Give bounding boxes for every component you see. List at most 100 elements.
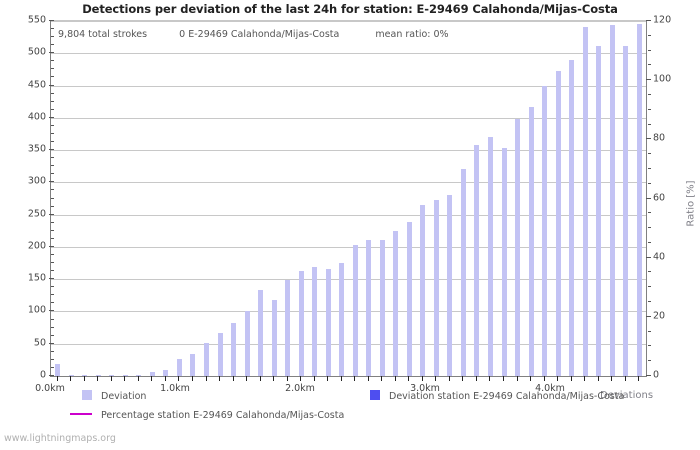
- x-axis-tick: [449, 376, 450, 381]
- bar: [68, 375, 74, 376]
- y-axis-left-tick-label: 150: [27, 272, 46, 284]
- bar: [82, 375, 88, 376]
- x-axis-tick: [625, 376, 626, 381]
- bar: [609, 24, 615, 376]
- y-axis-right-minor-tick: [648, 301, 651, 303]
- stat-mean-ratio: mean ratio: 0%: [375, 29, 449, 40]
- x-axis-tick: [165, 376, 166, 381]
- y-axis-left-minor-tick: [51, 197, 54, 199]
- bar: [95, 375, 101, 376]
- y-axis-left-tick-label: 50: [33, 337, 46, 349]
- bar: [204, 343, 209, 376]
- watermark: www.lightningmaps.org: [4, 433, 116, 444]
- bar: [352, 244, 358, 376]
- x-axis-tick: [219, 376, 220, 381]
- y-axis-right-minor-tick: [648, 108, 651, 110]
- y-axis-right-minor-tick: [648, 212, 651, 214]
- legend-label: Deviation station E-29469 Calahonda/Mija…: [389, 391, 625, 402]
- x-axis-tick: [598, 376, 599, 381]
- y-axis-right-minor-tick: [648, 182, 651, 184]
- legend-line-icon: [70, 413, 92, 415]
- gridline: [51, 214, 646, 216]
- legend-item-deviation[interactable]: Deviation: [82, 390, 146, 402]
- y-axis-left-minor-tick: [51, 294, 54, 296]
- bar: [312, 266, 318, 376]
- y-axis-right-minor-tick: [648, 34, 651, 36]
- gridline: [51, 117, 646, 119]
- y-axis-left: 0 50 100 150 200 250 300 350 400 450 500 550: [12, 0, 54, 450]
- x-axis-tick-label: 4.0km: [535, 383, 565, 394]
- y-axis-left-tick: [49, 181, 54, 183]
- bar: [596, 45, 602, 376]
- bar: [325, 268, 331, 376]
- y-axis-left-tick: [49, 20, 54, 21]
- y-axis-left-minor-tick: [51, 318, 54, 320]
- y-axis-left-minor-tick: [51, 253, 54, 255]
- y-axis-left-tick: [49, 213, 54, 215]
- x-axis-tick: [233, 376, 234, 381]
- y-axis-left-tick-label: 250: [27, 208, 46, 220]
- y-axis-left-tick-label: 0: [39, 369, 46, 381]
- x-axis-title: Deviations: [600, 390, 654, 401]
- y-axis-right-tick: [646, 256, 651, 258]
- y-axis-left-tick-label: 100: [27, 304, 46, 316]
- y-axis-right-minor-tick: [648, 49, 651, 51]
- x-axis-tick: [544, 376, 545, 381]
- gridline: [51, 246, 646, 248]
- y-axis-right-tick: [646, 138, 651, 140]
- gridlines: [51, 21, 646, 376]
- x-axis-tick: [611, 376, 612, 381]
- y-axis-left-minor-tick: [51, 92, 54, 94]
- x-axis-tick: [381, 376, 382, 381]
- x-axis-tick: [557, 376, 558, 381]
- y-axis-right-minor-tick: [648, 64, 651, 66]
- bar: [623, 46, 629, 376]
- bar: [217, 333, 223, 376]
- bar: [298, 271, 304, 376]
- x-axis-tick: [354, 376, 355, 381]
- chart-title: Detections per deviation of the last 24h…: [82, 2, 618, 16]
- y-axis-left-tick: [49, 149, 54, 151]
- y-axis-left-minor-tick: [51, 270, 54, 272]
- x-axis-tick: [341, 376, 342, 381]
- y-axis-left-tick-label: 300: [27, 175, 46, 187]
- legend-item-deviation-station[interactable]: Deviation station E-29469 Calahonda/Mija…: [370, 390, 624, 402]
- x-axis-tick: [260, 376, 261, 381]
- x-axis-tick: [124, 376, 125, 381]
- bar: [420, 204, 426, 376]
- y-axis-right: 0 20 40 60 80 100 120: [646, 0, 693, 450]
- ratio-line-layer: [51, 21, 646, 376]
- y-axis-left-minor-tick: [51, 68, 54, 70]
- bar: [379, 240, 385, 376]
- legend-label: Percentage station E-29469 Calahonda/Mij…: [101, 410, 345, 421]
- chart-legend: Deviation Deviation station E-29469 Cala…: [0, 386, 700, 430]
- x-axis-tick: [517, 376, 518, 381]
- x-axis-tick: [300, 376, 301, 381]
- y-axis-right-tick-label: 120: [653, 14, 672, 26]
- bar: [393, 230, 399, 376]
- y-axis-left-tick-label: 450: [27, 79, 46, 91]
- bar: [244, 311, 250, 376]
- y-axis-left-tick: [49, 84, 54, 86]
- x-axis-tick: [84, 376, 85, 381]
- x-axis-tick: [435, 376, 436, 381]
- y-axis-left-minor-tick: [51, 286, 54, 288]
- bar: [474, 144, 480, 376]
- x-axis: 0.0km 1.0km 2.0km 3.0km 4.0km: [35, 376, 647, 398]
- bar: [447, 195, 453, 376]
- y-axis-left-minor-tick: [51, 221, 54, 223]
- bar: [528, 106, 534, 376]
- y-axis-left-minor-tick: [51, 100, 54, 102]
- x-axis-tick-label: 1.0km: [160, 383, 190, 394]
- legend-label: Deviation: [101, 391, 147, 402]
- bar: [569, 59, 575, 376]
- bar: [109, 375, 115, 376]
- bar: [176, 358, 182, 376]
- gridline: [51, 21, 646, 22]
- y-axis-left-minor-tick: [51, 28, 54, 30]
- y-axis-left-tick-label: 200: [27, 240, 46, 252]
- chart-stats-row: 9,804 total strokes 0 E-29469 Calahonda/…: [58, 29, 449, 40]
- legend-item-percentage[interactable]: Percentage station E-29469 Calahonda/Mij…: [70, 410, 345, 421]
- x-axis-tick: [571, 376, 572, 381]
- bar: [515, 119, 521, 376]
